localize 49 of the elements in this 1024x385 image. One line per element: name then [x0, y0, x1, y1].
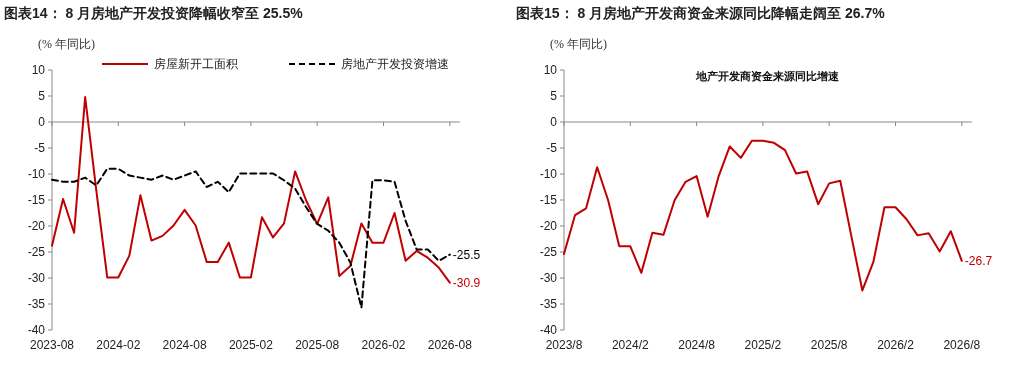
x-tick-label: 2023/8 [545, 338, 583, 352]
x-tick-label: 2026-08 [427, 338, 473, 352]
line-series [563, 139, 963, 292]
x-tick-label: 2026/8 [943, 338, 981, 352]
y-tick-label: -25 [539, 245, 558, 260]
y-tick-label: -40 [539, 323, 558, 338]
y-tick-label: -15 [27, 193, 46, 208]
x-tick-label: 2026-02 [361, 338, 406, 352]
y-tick-label: -30 [27, 271, 46, 286]
y-tick-label: 0 [38, 115, 46, 130]
x-tick-label: 2024-08 [162, 338, 207, 352]
y-tick-label: -5 [546, 141, 558, 156]
y-tick-label: -10 [27, 167, 46, 182]
chart-title: 图表15： 8 月房地产开发商资金来源同比降幅走阔至 26.7% [516, 5, 886, 21]
y-tick-label: 10 [543, 63, 558, 78]
line-series [51, 167, 451, 309]
x-tick-label: 2025-08 [295, 338, 340, 352]
x-tick-label: 2024-02 [96, 338, 141, 352]
annotation: -25.5 [452, 247, 481, 262]
chart-title: 图表14： 8 月房地产开发投资降幅收窄至 25.5% [4, 5, 304, 21]
y-tick-label: 5 [550, 89, 558, 104]
y-tick-label: -20 [539, 219, 558, 234]
annotation: -30.9 [452, 275, 481, 290]
y-axis-title: (% 年同比) [550, 37, 607, 51]
y-tick-label: 10 [31, 63, 46, 78]
legend-label: 房屋新开工面积 [154, 57, 238, 72]
y-tick-label: -20 [27, 219, 46, 234]
line-series [51, 96, 451, 284]
x-tick-label: 2025/2 [744, 338, 782, 352]
y-tick-label: 5 [38, 89, 46, 104]
x-tick-label: 2024/8 [678, 338, 716, 352]
y-tick-label: -15 [539, 193, 558, 208]
x-tick-label: 2026/2 [877, 338, 915, 352]
y-tick-label: -30 [539, 271, 558, 286]
x-tick-label: 2024/2 [611, 338, 649, 352]
y-tick-label: 0 [550, 115, 558, 130]
legend-label: 房地产开发投资增速 [341, 57, 449, 72]
chart-subtitle: 地产开发商资金来源同比增速 [695, 70, 841, 82]
x-tick-label: 2025/8 [810, 338, 848, 352]
y-tick-label: -35 [539, 297, 558, 312]
y-tick-label: -25 [27, 245, 46, 260]
x-tick-label: 2025-02 [228, 338, 274, 352]
y-tick-label: -5 [34, 141, 46, 156]
y-tick-label: -10 [539, 167, 558, 182]
y-tick-label: -40 [27, 323, 46, 338]
y-axis-title: (% 年同比) [38, 37, 95, 51]
annotation: -26.7 [964, 254, 993, 269]
x-tick-label: 2023-08 [29, 338, 75, 352]
y-tick-label: -35 [27, 297, 46, 312]
